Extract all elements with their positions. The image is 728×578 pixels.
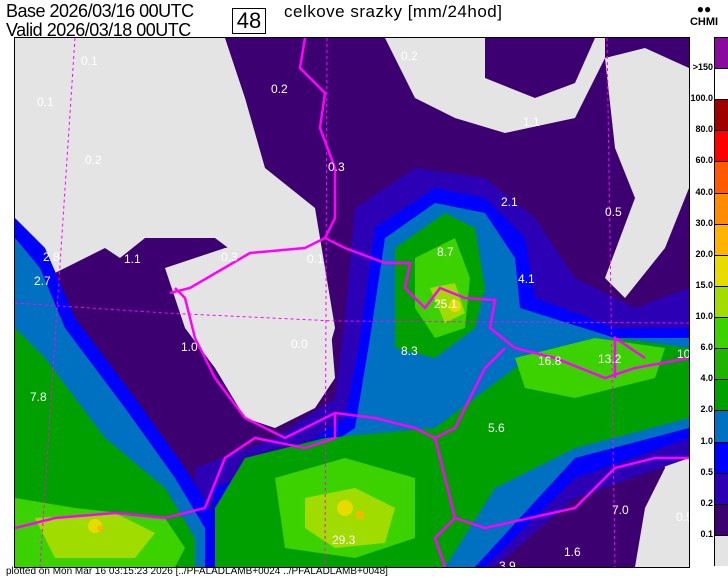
country-borders xyxy=(15,38,689,567)
dry-area-central xyxy=(165,238,335,428)
legend-swatch xyxy=(714,192,728,224)
precip-value-label: 16.8 xyxy=(538,354,562,368)
legend-swatch xyxy=(714,285,728,318)
legend-swatch xyxy=(714,348,728,380)
precip-value-label: 1.6 xyxy=(564,545,581,559)
precip-value-label: 5.6 xyxy=(488,421,505,435)
color-legend: >150 100.0 80.0 60.0 40.0 30.0 20.0 15.0 10.0 6.0… xyxy=(688,37,728,566)
legend-label: 40.0 xyxy=(695,186,713,197)
legend-label: 0.5 xyxy=(700,466,713,477)
precip-value-label: 0.2 xyxy=(401,49,418,63)
precip-value-label: 8.3 xyxy=(401,344,418,358)
precip-10 xyxy=(305,488,395,548)
precip-value-label: 0.3 xyxy=(221,250,238,264)
legend-label: 4.0 xyxy=(700,373,713,384)
precip-15 xyxy=(449,300,461,312)
legend-swatch xyxy=(714,223,728,255)
precip-value-label: 0.5 xyxy=(676,510,690,524)
precip-value-label: 0.5 xyxy=(605,205,622,219)
graticule xyxy=(15,38,689,567)
precip-15 xyxy=(337,500,353,516)
legend-label: 10.0 xyxy=(695,311,713,322)
precip-value-label: 0.2 xyxy=(271,82,288,96)
precip-value-label: 1.0 xyxy=(181,340,198,354)
precip-value-label: 7.8 xyxy=(30,390,47,404)
legend-label: 2.0 xyxy=(700,404,713,415)
precip-value-label: 1.1 xyxy=(124,252,141,266)
legend-swatch xyxy=(714,534,728,566)
map-title: celkove srazky [mm/24hod] xyxy=(284,2,503,21)
legend-label: 60.0 xyxy=(695,155,713,166)
forecast-hour-box: 48 xyxy=(232,8,266,34)
precip-value-label: 0.3 xyxy=(328,160,345,174)
legend-label: 80.0 xyxy=(695,124,713,135)
precip-value-label: 25.1 xyxy=(434,297,458,311)
precip-value-label: 2.1 xyxy=(501,195,518,209)
legend-label: 30.0 xyxy=(695,217,713,228)
precip-value-label: 13.2 xyxy=(598,352,622,366)
legend-swatch xyxy=(714,37,728,69)
precip-value-label: 2.7 xyxy=(34,274,51,288)
legend-label: 0.1 xyxy=(700,528,713,539)
precip-value-label: 0.1 xyxy=(307,252,324,266)
dry-area-east xyxy=(605,48,689,298)
precip-6-east xyxy=(515,338,665,398)
dry-area-north xyxy=(385,38,605,133)
precip-value-label: 4.1 xyxy=(518,272,535,286)
logo-symbol-icon: ●● xyxy=(696,2,712,16)
legend-label: 6.0 xyxy=(700,342,713,353)
legend-swatch xyxy=(714,503,728,535)
precip-10-left xyxy=(35,513,155,558)
plot-footer: plotted on Mon Mar 16 03:15:23 2026 [../… xyxy=(6,566,388,577)
precip-value-label: 29.3 xyxy=(332,533,356,547)
precip-value-label: 0.1 xyxy=(37,95,54,109)
precipitation-map: 0.1 0.1 0.2 0.2 0.2 1.1 0.3 2.1 0.5 2.8 1.1 0.3 8.7 0… xyxy=(14,37,690,568)
base-time: Base 2026/03/16 00UTC xyxy=(6,1,194,21)
precip-value-label: 0.2 xyxy=(85,153,102,167)
legend-swatch xyxy=(714,441,728,473)
legend-swatch xyxy=(714,317,728,349)
legend-label: >150 xyxy=(692,62,713,73)
precip-value-label: 0.1 xyxy=(81,54,98,68)
value-labels: 0.1 0.1 0.2 0.2 0.2 1.1 0.3 2.1 0.5 2.8 1.1 0.3 8.7 0… xyxy=(30,49,690,568)
legend-label: 0.2 xyxy=(700,497,713,508)
chmi-logo: ●● CHMI xyxy=(684,2,724,28)
precip-value-label: 3.9 xyxy=(499,559,516,568)
legend-label: 15.0 xyxy=(695,279,713,290)
legend-swatch xyxy=(714,254,728,286)
legend-swatch xyxy=(714,99,728,131)
precip-20 xyxy=(356,511,364,519)
legend-label: 100.0 xyxy=(690,93,713,104)
precip-value-label: 7.0 xyxy=(612,503,629,517)
legend-swatch xyxy=(714,161,728,193)
precip-value-label: 8.7 xyxy=(437,245,454,259)
precip-value-label: 2.8 xyxy=(43,250,60,264)
legend-swatch xyxy=(714,68,728,100)
precip-value-label: 1.1 xyxy=(523,115,540,129)
legend-swatch xyxy=(714,472,728,504)
precip-value-label: 0.0 xyxy=(291,337,308,351)
legend-label: 20.0 xyxy=(695,248,713,259)
legend-swatch xyxy=(714,379,728,411)
legend-swatch xyxy=(714,130,728,162)
legend-label: 1.0 xyxy=(700,435,713,446)
valid-time: Valid 2026/03/18 00UTC xyxy=(6,20,191,40)
legend-swatch xyxy=(714,410,728,442)
precip-20 xyxy=(97,525,103,531)
precip-value-label: 10 xyxy=(677,347,690,361)
logo-text: CHMI xyxy=(689,16,719,28)
precip-10-north xyxy=(430,283,465,323)
